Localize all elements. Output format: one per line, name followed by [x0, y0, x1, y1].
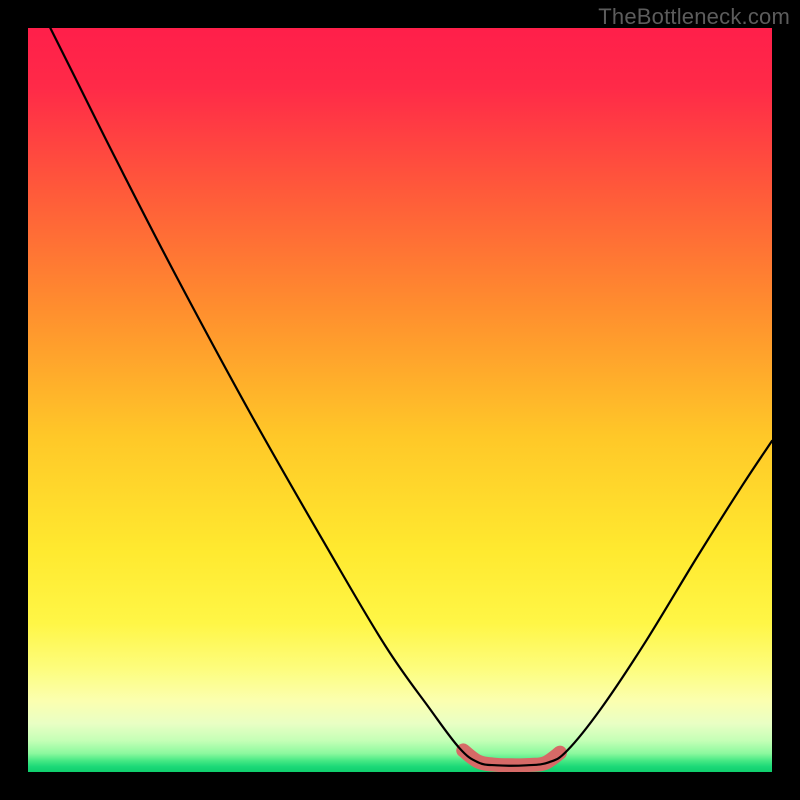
bottleneck-curve-chart [0, 0, 800, 800]
chart-frame: TheBottleneck.com [0, 0, 800, 800]
watermark-text: TheBottleneck.com [598, 4, 790, 30]
gradient-background [28, 28, 772, 772]
